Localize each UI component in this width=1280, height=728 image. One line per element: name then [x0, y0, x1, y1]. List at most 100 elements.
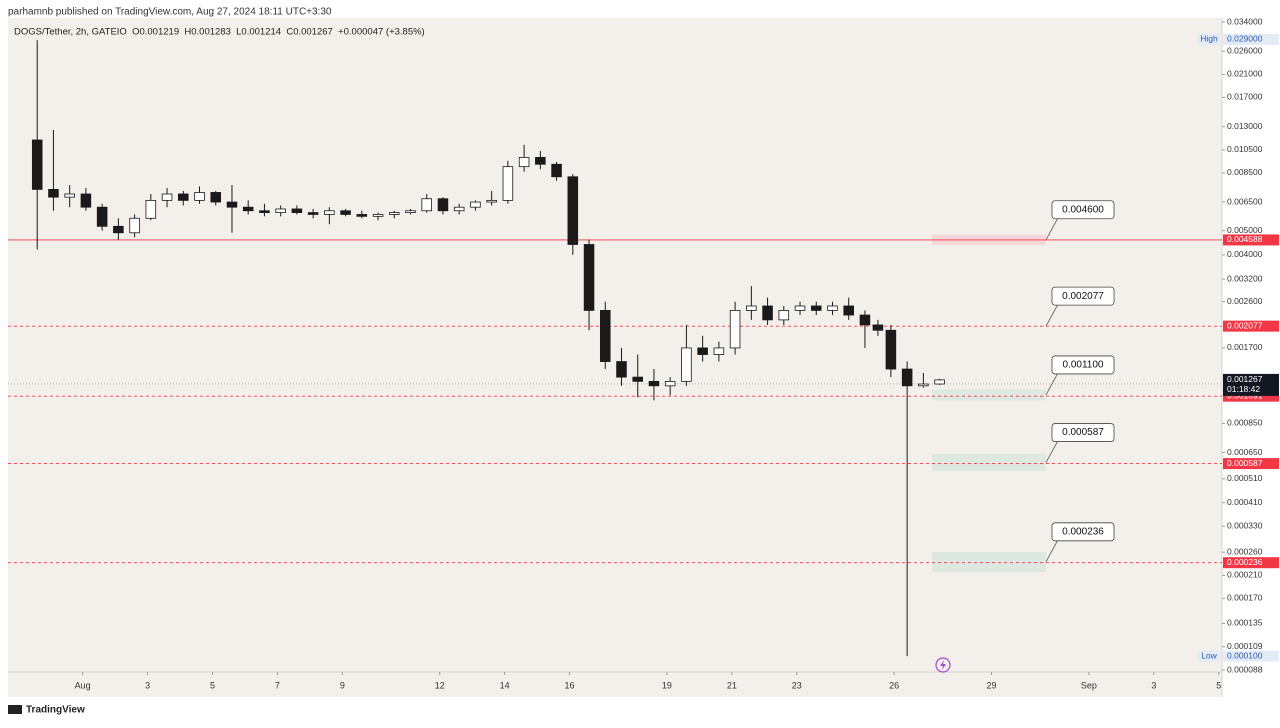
x-tick-label: 16 — [565, 680, 575, 690]
y-tick-label: 0.000650 — [1227, 447, 1263, 457]
candle-body — [713, 347, 725, 355]
candle-body — [599, 310, 611, 362]
callout-label: 0.000236 — [1062, 526, 1104, 537]
candle-body — [275, 208, 286, 213]
candle-body — [827, 305, 838, 311]
countdown-label: 01:18:42 — [1227, 384, 1260, 394]
y-tick-label: 0.000135 — [1227, 618, 1263, 628]
candle-body — [583, 244, 595, 311]
y-tick-label: 0.010500 — [1227, 144, 1263, 154]
candle-body — [470, 201, 481, 208]
y-tick-label: 0.005000 — [1227, 225, 1263, 235]
zone — [932, 389, 1046, 401]
y-tick-label: 0.000170 — [1227, 593, 1263, 603]
candle-body — [567, 176, 579, 245]
callout-pointer — [1045, 539, 1059, 562]
candle-body — [901, 368, 913, 387]
candle-body — [405, 210, 416, 213]
candle-body — [778, 310, 790, 321]
extreme-tag — [1198, 33, 1220, 46]
candle-body — [551, 163, 562, 178]
candle-body — [918, 383, 929, 387]
y-tick-label: 0.004000 — [1227, 249, 1263, 259]
candle-body — [616, 361, 627, 378]
candle-body — [681, 347, 692, 382]
x-tick-label: 5 — [210, 680, 215, 690]
last-price-badge — [1223, 373, 1279, 396]
x-tick-label: Aug — [75, 680, 91, 690]
x-tick-label: 3 — [145, 680, 150, 690]
extreme-value: 0.000100 — [1227, 650, 1263, 660]
brand-logo: TradingView — [8, 705, 85, 716]
candle-body — [632, 376, 643, 382]
candle-body — [746, 305, 757, 311]
zone — [932, 454, 1046, 472]
callout-box — [1051, 286, 1115, 306]
x-tick-label: 29 — [987, 680, 997, 690]
callout-label: 0.004600 — [1062, 204, 1104, 215]
candle-body — [161, 193, 173, 201]
level-badge-label: 0.000236 — [1227, 557, 1263, 567]
candle-body — [421, 198, 433, 212]
extreme-text: High — [1200, 34, 1218, 44]
candle-body — [242, 206, 254, 212]
candle-body — [113, 225, 124, 234]
callout-box — [1051, 522, 1115, 542]
x-tick-label: 5 — [1216, 680, 1221, 690]
y-tick-label: 0.000850 — [1227, 418, 1263, 428]
callout-box — [1051, 200, 1115, 220]
y-tick-label: 0.008500 — [1227, 167, 1263, 177]
candle-body — [145, 199, 157, 219]
candle-body — [843, 305, 854, 316]
callout-label: 0.001100 — [1063, 360, 1104, 371]
candle-body — [324, 210, 335, 215]
y-tick-label: 0.017000 — [1227, 92, 1263, 102]
candle-body — [502, 166, 514, 201]
callout-pointer — [1045, 217, 1059, 240]
icon-bolt — [940, 660, 946, 670]
extreme-badge — [1223, 33, 1279, 45]
candle-body — [64, 193, 75, 198]
brand-name: TradingView — [26, 705, 85, 716]
level-badge-label: 0.002077 — [1227, 320, 1263, 330]
level-badge-label: 0.000587 — [1227, 458, 1263, 468]
candle-body — [794, 305, 806, 311]
symbol-line: DOGS/Tether, 2h, GATEIO O0.001219 H0.001… — [14, 27, 425, 38]
candle-body — [48, 189, 59, 198]
candle-body — [729, 310, 741, 349]
logo-mark — [8, 705, 22, 714]
y-tick-label: 0.003200 — [1227, 273, 1263, 283]
candle-body — [453, 206, 465, 212]
candle-body — [859, 314, 871, 326]
candle-body — [340, 210, 351, 215]
candle-body — [307, 212, 319, 215]
y-tick-label: 0.000210 — [1227, 570, 1263, 580]
candle-body — [356, 214, 368, 217]
publisher-line: parhamnb published on TradingView.com, A… — [8, 7, 332, 18]
y-tick-label: 0.000109 — [1227, 641, 1263, 651]
y-tick-label: 0.013000 — [1227, 121, 1263, 131]
candle-body — [129, 217, 140, 234]
callout-pointer — [1045, 440, 1059, 463]
level-badge — [1223, 234, 1279, 246]
y-tick-label: 0.000330 — [1227, 520, 1263, 530]
candle-body — [259, 210, 270, 213]
candle-body — [291, 208, 303, 213]
y-tick-label: 0.000260 — [1227, 546, 1263, 556]
candle-body — [810, 305, 822, 311]
candle-body — [885, 329, 897, 370]
candle-body — [31, 139, 43, 190]
y-tick-label: 0.002600 — [1227, 296, 1263, 306]
y-tick-label: 0.021000 — [1227, 69, 1263, 79]
x-tick-label: 12 — [435, 680, 445, 690]
x-tick-label: 21 — [727, 680, 737, 690]
candle-body — [648, 380, 660, 387]
callout-label: 0.000587 — [1062, 427, 1104, 438]
x-tick-label: 3 — [1151, 680, 1156, 690]
candle-body — [372, 214, 384, 217]
callout-label: 0.002077 — [1062, 291, 1104, 302]
y-tick-label: 0.001700 — [1227, 342, 1263, 352]
flash-icon — [935, 657, 951, 673]
candle-body — [194, 192, 205, 201]
callout-box — [1051, 423, 1115, 442]
